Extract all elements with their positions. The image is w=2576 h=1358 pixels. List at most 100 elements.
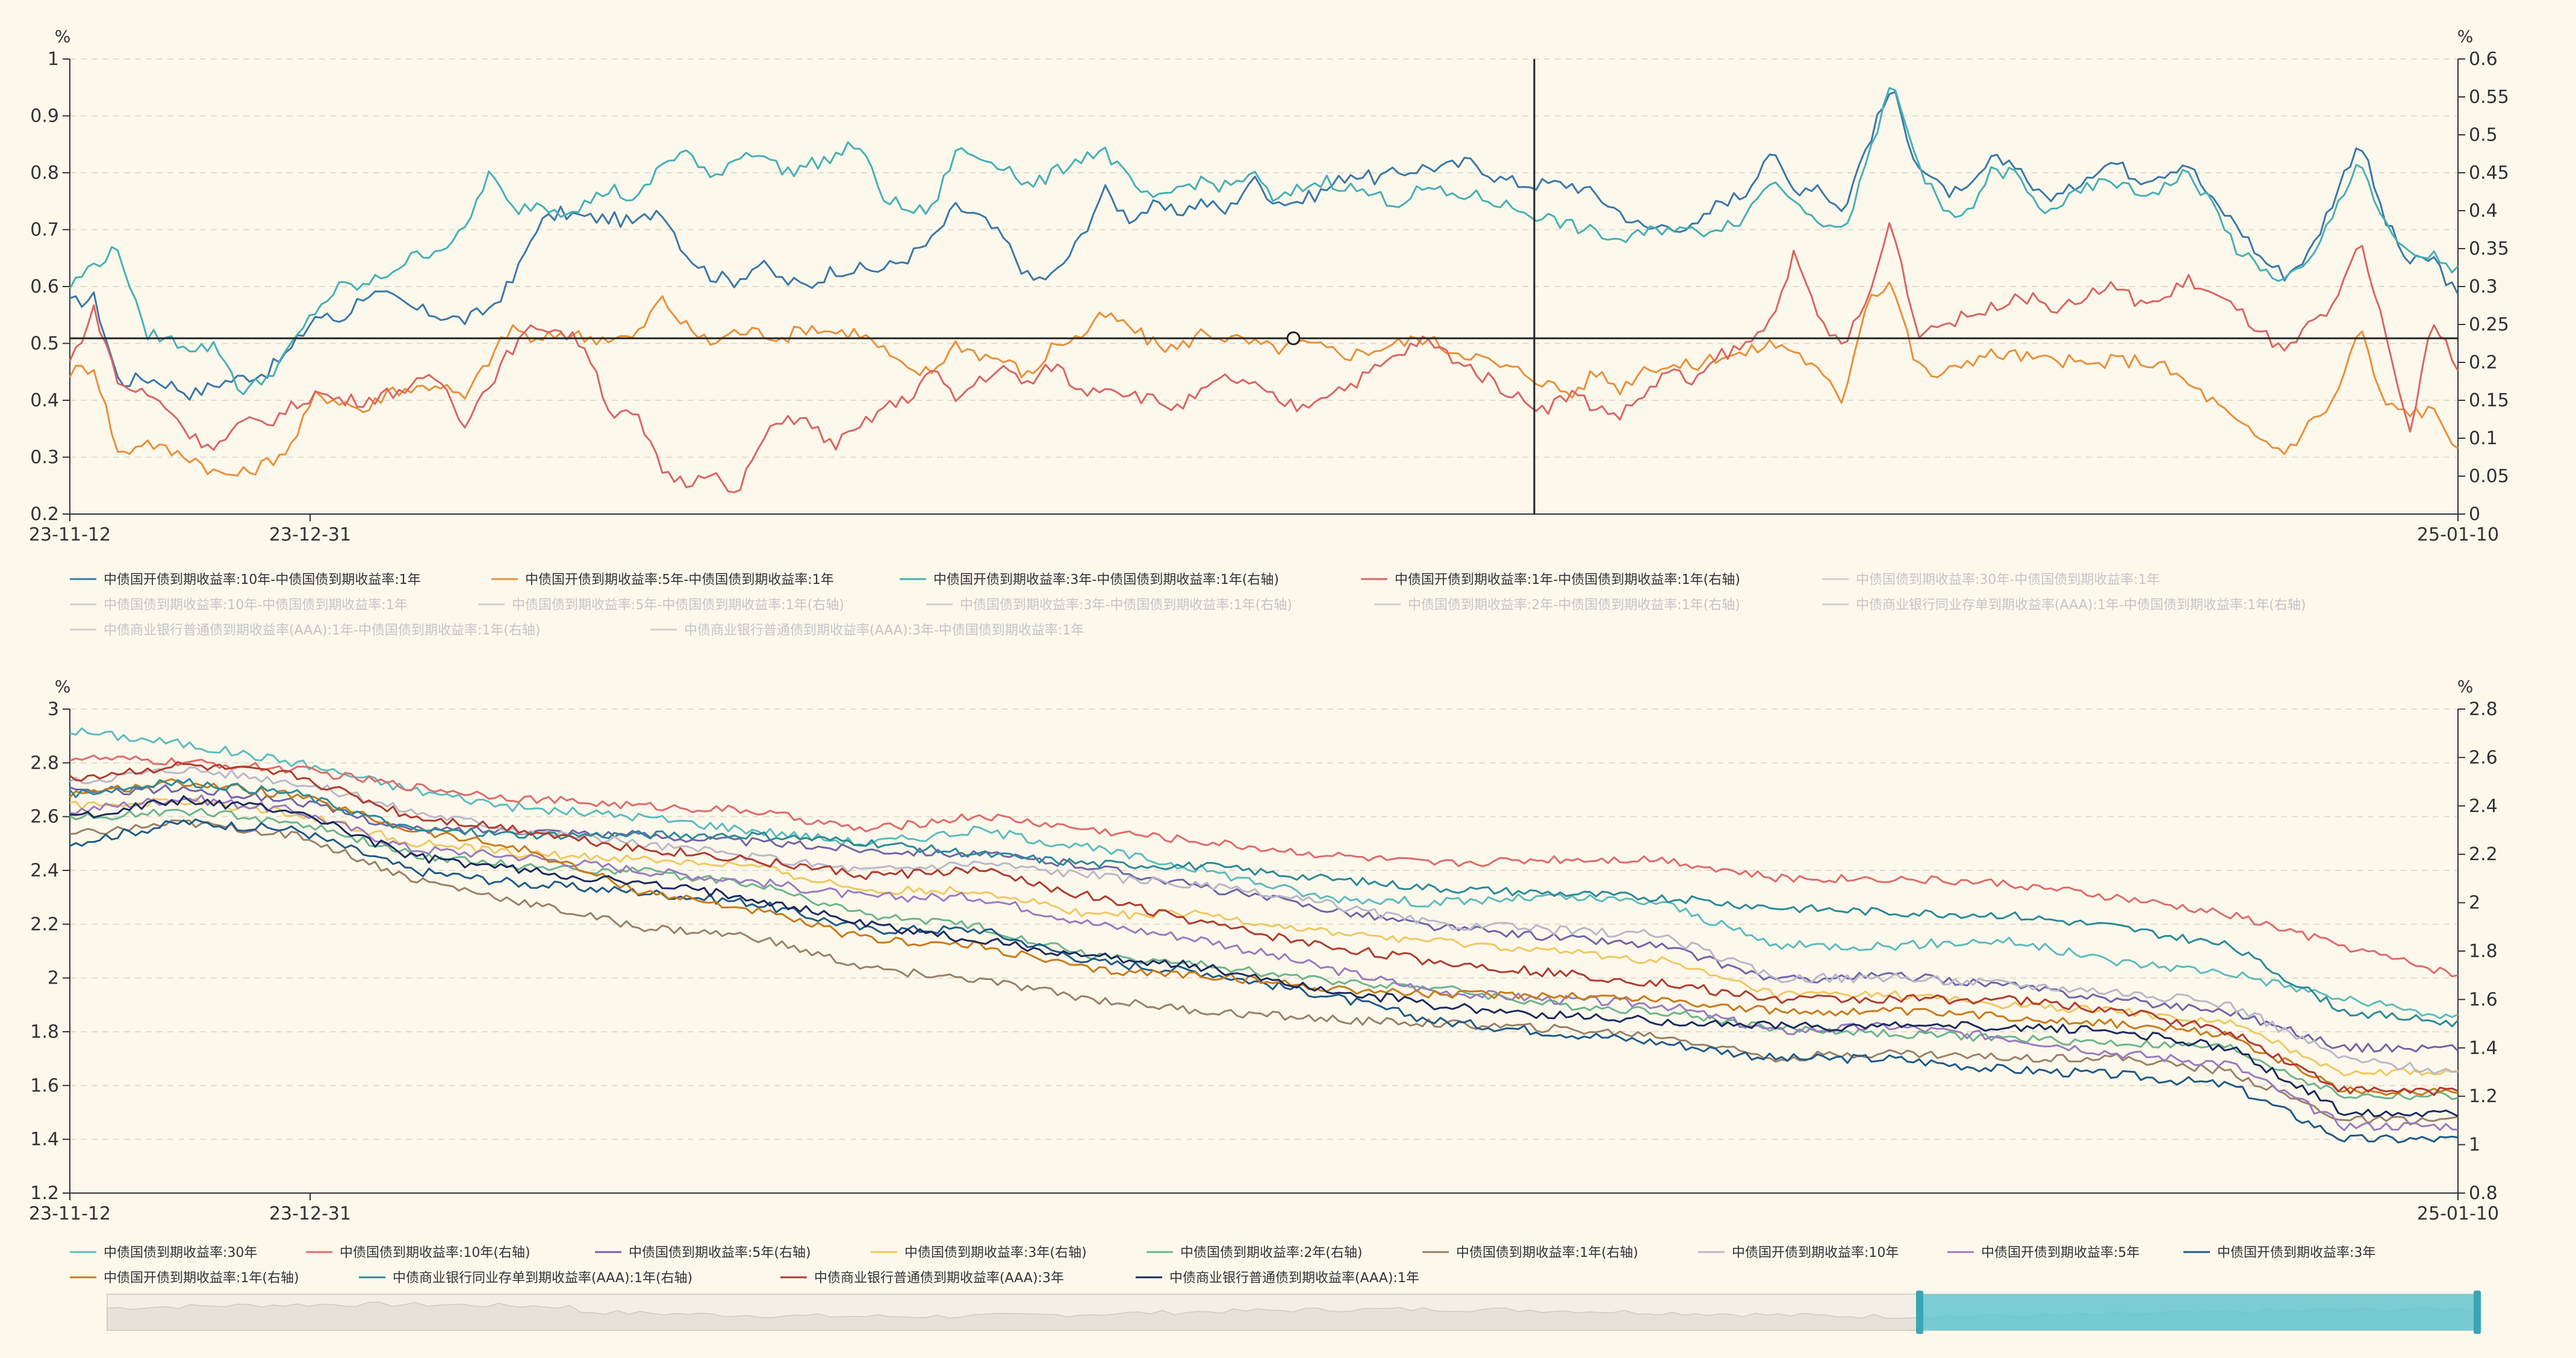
chart1-ytick-label-left: 0.4 bbox=[30, 390, 59, 411]
chart1-xtick-label: 23-12-31 bbox=[269, 524, 351, 545]
chart1-crosshair-marker bbox=[1286, 331, 1301, 346]
chart2-ytick-label-right: 1.4 bbox=[2469, 1038, 2498, 1059]
chart2-legend-item[interactable]: 中债国债到期收益率:2年(右轴) bbox=[1146, 1245, 1363, 1260]
chart2-legend-label: 中债国开债到期收益率:5年 bbox=[1981, 1245, 2139, 1260]
chart1-legend-item[interactable]: 中债商业银行同业存单到期收益率(AAA):1年-中债国债到期收益率:1年(右轴) bbox=[1822, 598, 2306, 613]
chart1-legend-item[interactable]: 中债国债到期收益率:10年-中债国债到期收益率:1年 bbox=[70, 598, 408, 613]
chart1-series-line bbox=[69, 91, 2459, 401]
chart2-ytick-label-right: 2.6 bbox=[2469, 747, 2498, 768]
chart2-ytick-label-left: 2.6 bbox=[30, 807, 59, 828]
chart2-series-line bbox=[69, 766, 2459, 1074]
chart2-legend-item[interactable]: 中债国开债到期收益率:5年 bbox=[1947, 1245, 2139, 1260]
chart2-ytick-label-right: 1.2 bbox=[2469, 1086, 2498, 1107]
chart2-legend-item[interactable]: 中债国开债到期收益率:3年 bbox=[2183, 1245, 2375, 1260]
chart1-ytick-label-right: 0.4 bbox=[2469, 200, 2498, 222]
chart1-legend-item[interactable]: 中债国开债到期收益率:10年-中债国债到期收益率:1年 bbox=[70, 572, 421, 588]
chart1-legend-item[interactable]: 中债商业银行普通债到期收益率(AAA):3年-中债国债到期收益率:1年 bbox=[650, 623, 1084, 638]
chart1-ytick-label-right: 0.2 bbox=[2469, 352, 2498, 373]
chart1-legend-label: 中债国开债到期收益率:1年-中债国债到期收益率:1年(右轴) bbox=[1395, 572, 1740, 588]
chart1-ytick-label-left: 0.9 bbox=[30, 106, 59, 127]
chart2-legend-label: 中债国开债到期收益率:10年 bbox=[1732, 1245, 1899, 1260]
chart2-ytick-label-right: 1.8 bbox=[2469, 941, 2498, 962]
chart2-ytick-label-left: 1.6 bbox=[30, 1075, 59, 1096]
chart2-legend-item[interactable]: 中债商业银行普通债到期收益率(AAA):1年 bbox=[1136, 1271, 1419, 1286]
chart2-xtick-label: 25-01-10 bbox=[2417, 1203, 2499, 1224]
chart1-legend-item[interactable]: 中债国债到期收益率:5年-中债国债到期收益率:1年(右轴) bbox=[478, 598, 844, 613]
chart2-ytick-label-left: 1.2 bbox=[30, 1183, 59, 1204]
chart2-legend-label: 中债商业银行同业存单到期收益率(AAA):1年(右轴) bbox=[393, 1271, 692, 1286]
chart1-ytick-label-left: 0.7 bbox=[30, 220, 59, 241]
chart2-legend-item[interactable]: 中债国债到期收益率:5年(右轴) bbox=[595, 1245, 811, 1260]
chart2-legend-label: 中债国债到期收益率:10年(右轴) bbox=[340, 1245, 530, 1260]
chart2-ytick-label-right: 1.6 bbox=[2469, 989, 2498, 1010]
chart2-ytick-label-right: 2.8 bbox=[2469, 699, 2498, 720]
chart1-ytick-label-right: 0.6 bbox=[2469, 49, 2498, 70]
chart2-ytick-label-left: 3 bbox=[48, 699, 59, 720]
chart1-legend-item[interactable]: 中债国债到期收益率:30年-中债国债到期收益率:1年 bbox=[1822, 572, 2160, 588]
chart2-legend-item[interactable]: 中债国开债到期收益率:10年 bbox=[1698, 1245, 1899, 1260]
chart1-unit-left: % bbox=[55, 26, 71, 46]
chart2-series-line bbox=[69, 754, 2459, 978]
chart2-legend-item[interactable]: 中债国债到期收益率:3年(右轴) bbox=[871, 1245, 1087, 1260]
chart2-ytick-label-right: 2 bbox=[2469, 893, 2480, 914]
chart1-legend-item[interactable]: 中债国债到期收益率:3年-中债国债到期收益率:1年(右轴) bbox=[926, 598, 1292, 613]
chart1-ytick-label-right: 0.1 bbox=[2469, 428, 2498, 449]
chart1-ytick-label-left: 0.3 bbox=[30, 447, 59, 468]
chart1-legend-item[interactable]: 中债商业银行普通债到期收益率(AAA):1年-中债国债到期收益率:1年(右轴) bbox=[70, 623, 540, 638]
chart2-ytick-label-left: 2.8 bbox=[30, 752, 59, 774]
chart1-ytick-label-right: 0.25 bbox=[2469, 314, 2509, 335]
slider-handle-left[interactable] bbox=[1916, 1291, 1923, 1334]
chart1-legend-item[interactable]: 中债国开债到期收益率:3年-中债国债到期收益率:1年(右轴) bbox=[900, 572, 1279, 588]
chart1-ytick-label-left: 0.6 bbox=[30, 276, 59, 297]
chart2-ytick-label-right: 0.8 bbox=[2469, 1183, 2498, 1204]
slider-selected-window[interactable] bbox=[1921, 1294, 2478, 1330]
chart2-legend-label: 中债商业银行普通债到期收益率(AAA):3年 bbox=[814, 1271, 1064, 1286]
chart1-ytick-label-right: 0.05 bbox=[2469, 466, 2509, 487]
chart1-ytick-label-right: 0 bbox=[2469, 504, 2480, 525]
chart1-xtick-label: 23-11-12 bbox=[29, 524, 111, 545]
chart2-legend-label: 中债国债到期收益率:5年(右轴) bbox=[629, 1245, 811, 1260]
chart1-legend-label: 中债国开债到期收益率:5年-中债国债到期收益率:1年 bbox=[525, 572, 834, 588]
chart1-ytick-label-right: 0.55 bbox=[2469, 87, 2509, 108]
chart2-series-line bbox=[69, 797, 2459, 1077]
chart2-series-line bbox=[69, 818, 2459, 1144]
chart1-ytick-label-left: 1 bbox=[48, 49, 59, 70]
chart1-ytick-label-right: 0.45 bbox=[2469, 163, 2509, 184]
chart2-legend-item[interactable]: 中债国债到期收益率:1年(右轴) bbox=[1422, 1245, 1638, 1260]
chart1-legend-item[interactable]: 中债国开债到期收益率:5年-中债国债到期收益率:1年 bbox=[491, 572, 834, 588]
chart1-series-line bbox=[69, 222, 2459, 494]
chart1-legend-label: 中债国开债到期收益率:10年-中债国债到期收益率:1年 bbox=[104, 572, 421, 588]
chart1-legend-label: 中债国债到期收益率:30年-中债国债到期收益率:1年 bbox=[1856, 572, 2160, 588]
chart2-legend-item[interactable]: 中债商业银行同业存单到期收益率(AAA):1年(右轴) bbox=[359, 1271, 692, 1286]
chart1-legend-label: 中债国债到期收益率:10年-中债国债到期收益率:1年 bbox=[104, 598, 408, 613]
chart2-legend-label: 中债国债到期收益率:3年(右轴) bbox=[904, 1245, 1087, 1260]
chart2-legend-label: 中债国债到期收益率:1年(右轴) bbox=[1456, 1245, 1638, 1260]
chart2-series-line bbox=[69, 807, 2459, 1100]
slider-handle-right[interactable] bbox=[2474, 1291, 2481, 1334]
chart2-legend-label: 中债国债到期收益率:30年 bbox=[104, 1245, 257, 1260]
chart2-ytick-label-right: 1 bbox=[2469, 1135, 2480, 1156]
chart2-ytick-label-left: 1.4 bbox=[30, 1129, 59, 1150]
chart1-ytick-label-left: 0.5 bbox=[30, 333, 59, 355]
chart2-legend-label: 中债国债到期收益率:2年(右轴) bbox=[1180, 1245, 1363, 1260]
chart2-legend-item[interactable]: 中债国债到期收益率:10年(右轴) bbox=[306, 1245, 530, 1260]
chart2-legend-item[interactable]: 中债国开债到期收益率:1年(右轴) bbox=[70, 1271, 299, 1286]
chart1-legend-label: 中债国开债到期收益率:3年-中债国债到期收益率:1年(右轴) bbox=[933, 572, 1279, 588]
chart1-legend-label: 中债国债到期收益率:5年-中债国债到期收益率:1年(右轴) bbox=[512, 598, 844, 613]
chart2-xtick-label: 23-11-12 bbox=[29, 1203, 111, 1224]
chart1-ytick-label-left: 0.2 bbox=[30, 504, 59, 525]
chart2-ytick-label-left: 2.2 bbox=[30, 914, 59, 935]
chart2-ytick-label-right: 2.4 bbox=[2469, 796, 2498, 817]
chart2-unit-right: % bbox=[2457, 677, 2474, 696]
chart2-legend-item[interactable]: 中债国债到期收益率:30年 bbox=[70, 1245, 257, 1260]
chart1-legend-label: 中债国债到期收益率:2年-中债国债到期收益率:1年(右轴) bbox=[1408, 598, 1740, 613]
chart2-series-line bbox=[69, 761, 2459, 1096]
chart2-legend-item[interactable]: 中债商业银行普通债到期收益率(AAA):3年 bbox=[780, 1271, 1064, 1286]
chart1-legend-item[interactable]: 中债国开债到期收益率:1年-中债国债到期收益率:1年(右轴) bbox=[1361, 572, 1740, 588]
chart1-legend-item[interactable]: 中债国债到期收益率:2年-中债国债到期收益率:1年(右轴) bbox=[1374, 598, 1740, 613]
chart1-ytick-label-right: 0.5 bbox=[2469, 125, 2498, 146]
time-range-slider[interactable] bbox=[107, 1291, 2481, 1334]
chart1-legend-label: 中债商业银行普通债到期收益率(AAA):3年-中债国债到期收益率:1年 bbox=[684, 623, 1084, 638]
